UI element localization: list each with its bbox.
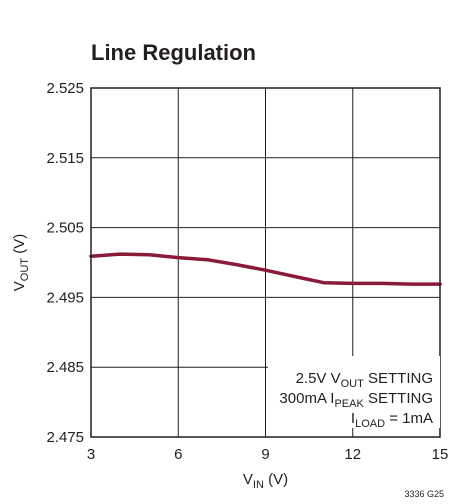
x-tick-label: 15: [432, 446, 449, 463]
y-tick-label: 2.505: [46, 220, 84, 237]
y-tick-label: 2.495: [46, 289, 84, 306]
chart-title: Line Regulation: [91, 40, 256, 65]
x-tick-label: 9: [261, 446, 269, 463]
x-tick-label: 6: [174, 446, 182, 463]
series-line: [89, 252, 442, 286]
y-tick-label: 2.475: [46, 429, 84, 446]
x-tick-label: 3: [87, 446, 95, 463]
y-tick-label: 2.485: [46, 359, 84, 376]
annotation-background: [268, 356, 440, 428]
y-tick-label: 2.515: [46, 150, 84, 167]
annotation-line: 300mA IPEAK SETTING: [279, 390, 433, 410]
x-tick-labels: 3 6 9 12 15: [87, 446, 449, 463]
annotation-line: ILOAD = 1mA: [351, 410, 433, 430]
plot-border: [90, 87, 441, 438]
y-tick-label: 2.525: [46, 80, 84, 97]
series-layer: [89, 252, 442, 286]
x-axis-label: VIN (V): [243, 471, 288, 491]
figure-id: 3336 G25: [404, 489, 444, 499]
plot-frame: [90, 87, 441, 438]
x-tick-label: 12: [344, 446, 361, 463]
annotation-line: 2.5V VOUT SETTING: [296, 370, 433, 390]
y-tick-labels: 2.475 2.485 2.495 2.505 2.515 2.525: [46, 80, 84, 446]
y-axis-label: VOUT (V): [11, 234, 31, 291]
